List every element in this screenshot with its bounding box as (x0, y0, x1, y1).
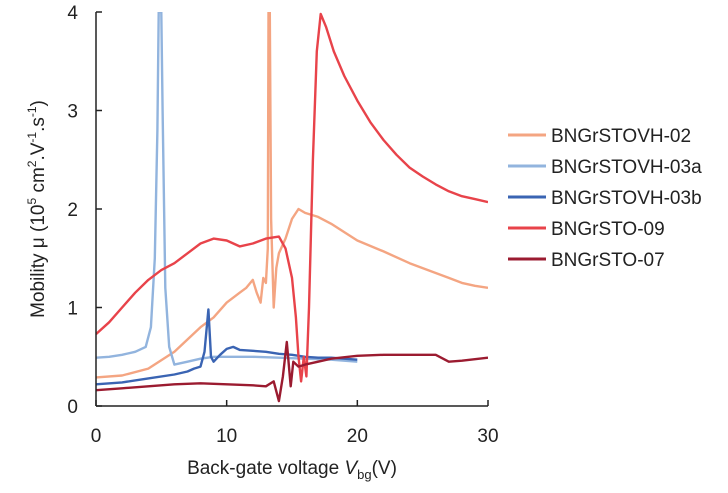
legend-label-5: BNGrSTO-07 (551, 250, 665, 271)
legend: BNGrSTOVH-02 BNGrSTOVH-03a BNGrSTOVH-03b BN… (508, 126, 702, 271)
x-tick-label: 30 (477, 426, 498, 447)
y-tick-label: 3 (67, 102, 78, 123)
series-line-5 (96, 340, 488, 403)
legend-label-4: BNGrSTO-09 (551, 219, 665, 240)
y-tick-label: 1 (67, 299, 78, 320)
legend-label-1: BNGrSTOVH-02 (551, 126, 691, 147)
x-tick-label: 20 (347, 426, 368, 447)
axes: 0 10 20 30 0 1 2 3 4 (67, 3, 498, 447)
series-line-1 (96, 12, 488, 379)
series-layer (96, 12, 488, 403)
x-tick-label: 0 (91, 426, 102, 447)
legend-label-3: BNGrSTOVH-03b (551, 188, 702, 209)
y-tick-label: 2 (67, 200, 78, 221)
series-line-2 (96, 12, 358, 366)
y-tick-label: 0 (67, 397, 78, 418)
y-axis-label: Mobility μ (105 cm2.V-1.s-1) (25, 100, 49, 318)
x-tick-label: 10 (216, 426, 237, 447)
y-tick-label: 4 (67, 3, 78, 24)
x-axis-label: Back-gate voltage Vbg(V) (187, 458, 397, 482)
series-line-4 (96, 12, 488, 383)
legend-label-2: BNGrSTOVH-03a (551, 157, 702, 178)
